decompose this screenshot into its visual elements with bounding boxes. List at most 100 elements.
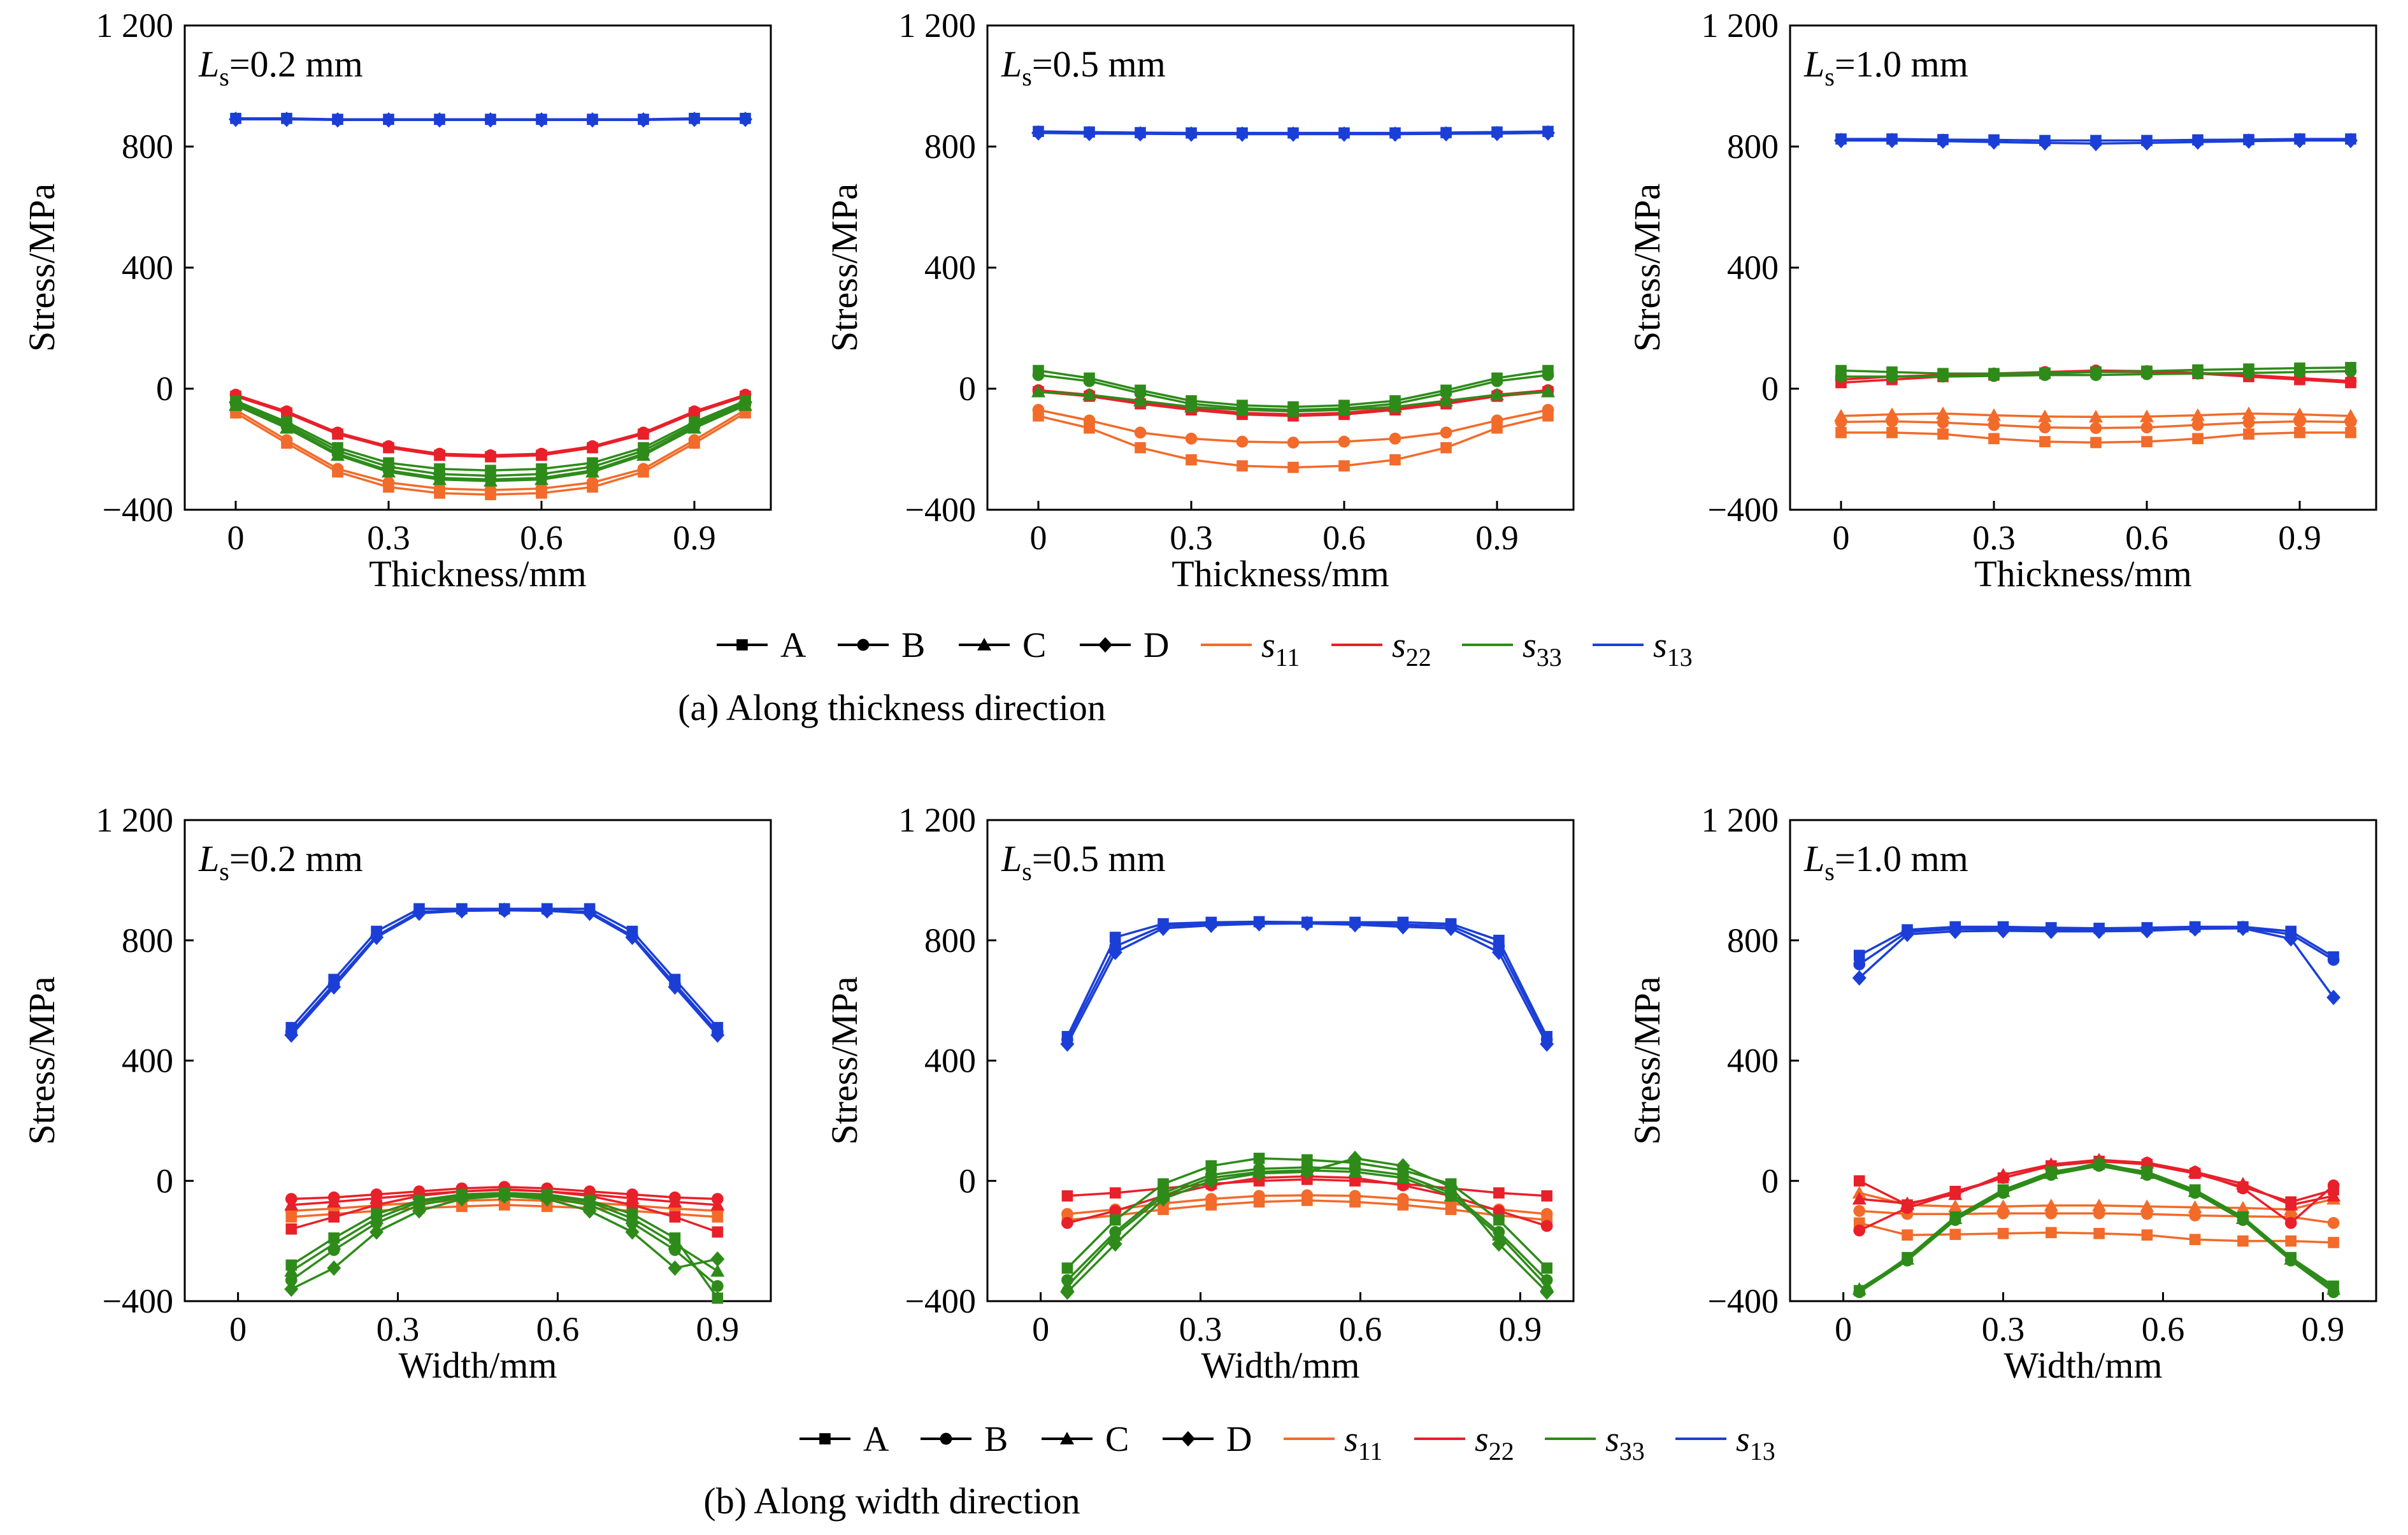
data-point xyxy=(535,447,548,460)
data-point xyxy=(1937,416,1949,429)
series-line xyxy=(1066,920,1548,1037)
data-point xyxy=(668,1237,682,1250)
data-point xyxy=(636,112,650,128)
data-point xyxy=(1834,133,1848,148)
data-point xyxy=(1440,442,1452,454)
data-point xyxy=(2344,133,2358,148)
data-point xyxy=(2191,419,2204,431)
ls-label: Ls=0.5 mm xyxy=(1001,43,1166,91)
legend-marker-A xyxy=(736,639,748,651)
data-point xyxy=(1853,1175,1865,1187)
data-point xyxy=(625,1191,640,1204)
data-point xyxy=(2242,406,2256,419)
series-s33-C xyxy=(1031,384,1555,417)
data-point xyxy=(1252,916,1266,932)
data-point xyxy=(540,1191,554,1207)
data-point xyxy=(2284,1198,2298,1211)
data-point xyxy=(2191,134,2205,150)
data-point xyxy=(668,1195,682,1208)
legend-label-s22: s22 xyxy=(1392,626,1431,672)
data-point xyxy=(1253,1190,1265,1202)
y-axis-label: Stress/MPa xyxy=(21,976,62,1144)
panel-b2: −400 0 400 800 1 200 0 0.3 0.6 0.9 Width/mm Stress… xyxy=(824,801,1575,1386)
data-point xyxy=(688,405,701,417)
ls-label: Ls=0.2 mm xyxy=(198,43,363,91)
data-point xyxy=(710,1251,725,1267)
data-point xyxy=(2140,1155,2154,1169)
caption-a: (a) Along thickness direction xyxy=(678,687,1106,728)
data-point xyxy=(1235,126,1249,142)
legend-label-A: A xyxy=(863,1420,889,1459)
data-point xyxy=(1541,1262,1552,1274)
data-point xyxy=(2235,1176,2250,1190)
plot-frame xyxy=(183,819,772,1302)
data-point xyxy=(280,434,293,447)
data-point xyxy=(2140,135,2154,151)
legend-label-B: B xyxy=(984,1420,1008,1459)
data-point xyxy=(2284,1251,2298,1265)
data-point xyxy=(2293,366,2306,378)
data-point xyxy=(1156,1191,1170,1207)
x-tick-label: 0.6 xyxy=(520,519,563,557)
data-point xyxy=(1834,408,1848,422)
data-point xyxy=(1852,970,1867,986)
data-point xyxy=(1491,1236,1506,1252)
series-s13-D xyxy=(229,112,752,128)
y-tick-label: 0 xyxy=(1761,1162,1779,1200)
x-tick-label: 0 xyxy=(1833,519,1850,557)
data-point xyxy=(1061,1207,1073,1220)
y-tick-label: 1 200 xyxy=(96,6,174,45)
data-point xyxy=(1031,384,1045,398)
data-point xyxy=(1083,375,1096,387)
data-point xyxy=(687,416,701,433)
data-point xyxy=(1134,387,1147,400)
x-tick-label: 0 xyxy=(229,1310,247,1348)
data-point xyxy=(1490,387,1504,401)
x-tick-label: 0.9 xyxy=(2302,1310,2345,1348)
y-tick-label: 800 xyxy=(1727,127,1779,166)
data-point xyxy=(1348,1150,1363,1166)
data-point xyxy=(454,903,469,919)
panel-b1: −400 0 400 800 1 200 0 0.3 0.6 0.9 Width/mm Stress… xyxy=(21,801,772,1386)
data-point xyxy=(1885,133,1899,148)
data-point xyxy=(285,1223,297,1235)
y-tick-label: −400 xyxy=(1708,1282,1779,1320)
data-point xyxy=(2326,1282,2341,1295)
data-point xyxy=(284,1027,299,1043)
data-point xyxy=(331,443,345,459)
data-point xyxy=(582,1195,597,1208)
ls-label: Ls=0.5 mm xyxy=(1001,838,1166,886)
data-point xyxy=(2140,1166,2154,1179)
data-point xyxy=(1236,460,1248,472)
data-point xyxy=(2044,1166,2058,1179)
legend-marker-D xyxy=(1098,637,1112,653)
data-point xyxy=(636,443,650,459)
data-point xyxy=(534,112,548,128)
x-tick-label: 0.9 xyxy=(696,1310,740,1348)
series-s13-D xyxy=(284,902,725,1043)
data-point xyxy=(1135,442,1146,454)
legend-label-D: D xyxy=(1226,1420,1252,1459)
data-point xyxy=(2089,136,2103,152)
data-point xyxy=(1185,433,1198,445)
legend-label-s11: s11 xyxy=(1344,1420,1382,1466)
data-point xyxy=(285,1274,297,1286)
data-point xyxy=(497,1188,512,1204)
data-point xyxy=(1348,1165,1363,1178)
data-point xyxy=(1108,944,1122,960)
data-point xyxy=(1439,394,1453,407)
legend-label-C: C xyxy=(1022,626,1046,665)
data-point xyxy=(1948,1211,1963,1225)
series-s33-A xyxy=(1061,1153,1552,1274)
data-point xyxy=(382,112,396,128)
data-point xyxy=(1108,1228,1122,1241)
data-point xyxy=(625,1224,640,1240)
data-point xyxy=(2285,1235,2297,1247)
legend-label-s33: s33 xyxy=(1523,626,1562,672)
data-point xyxy=(433,482,446,495)
data-point xyxy=(229,394,243,410)
data-point xyxy=(1491,414,1503,427)
data-point xyxy=(1493,1187,1505,1199)
